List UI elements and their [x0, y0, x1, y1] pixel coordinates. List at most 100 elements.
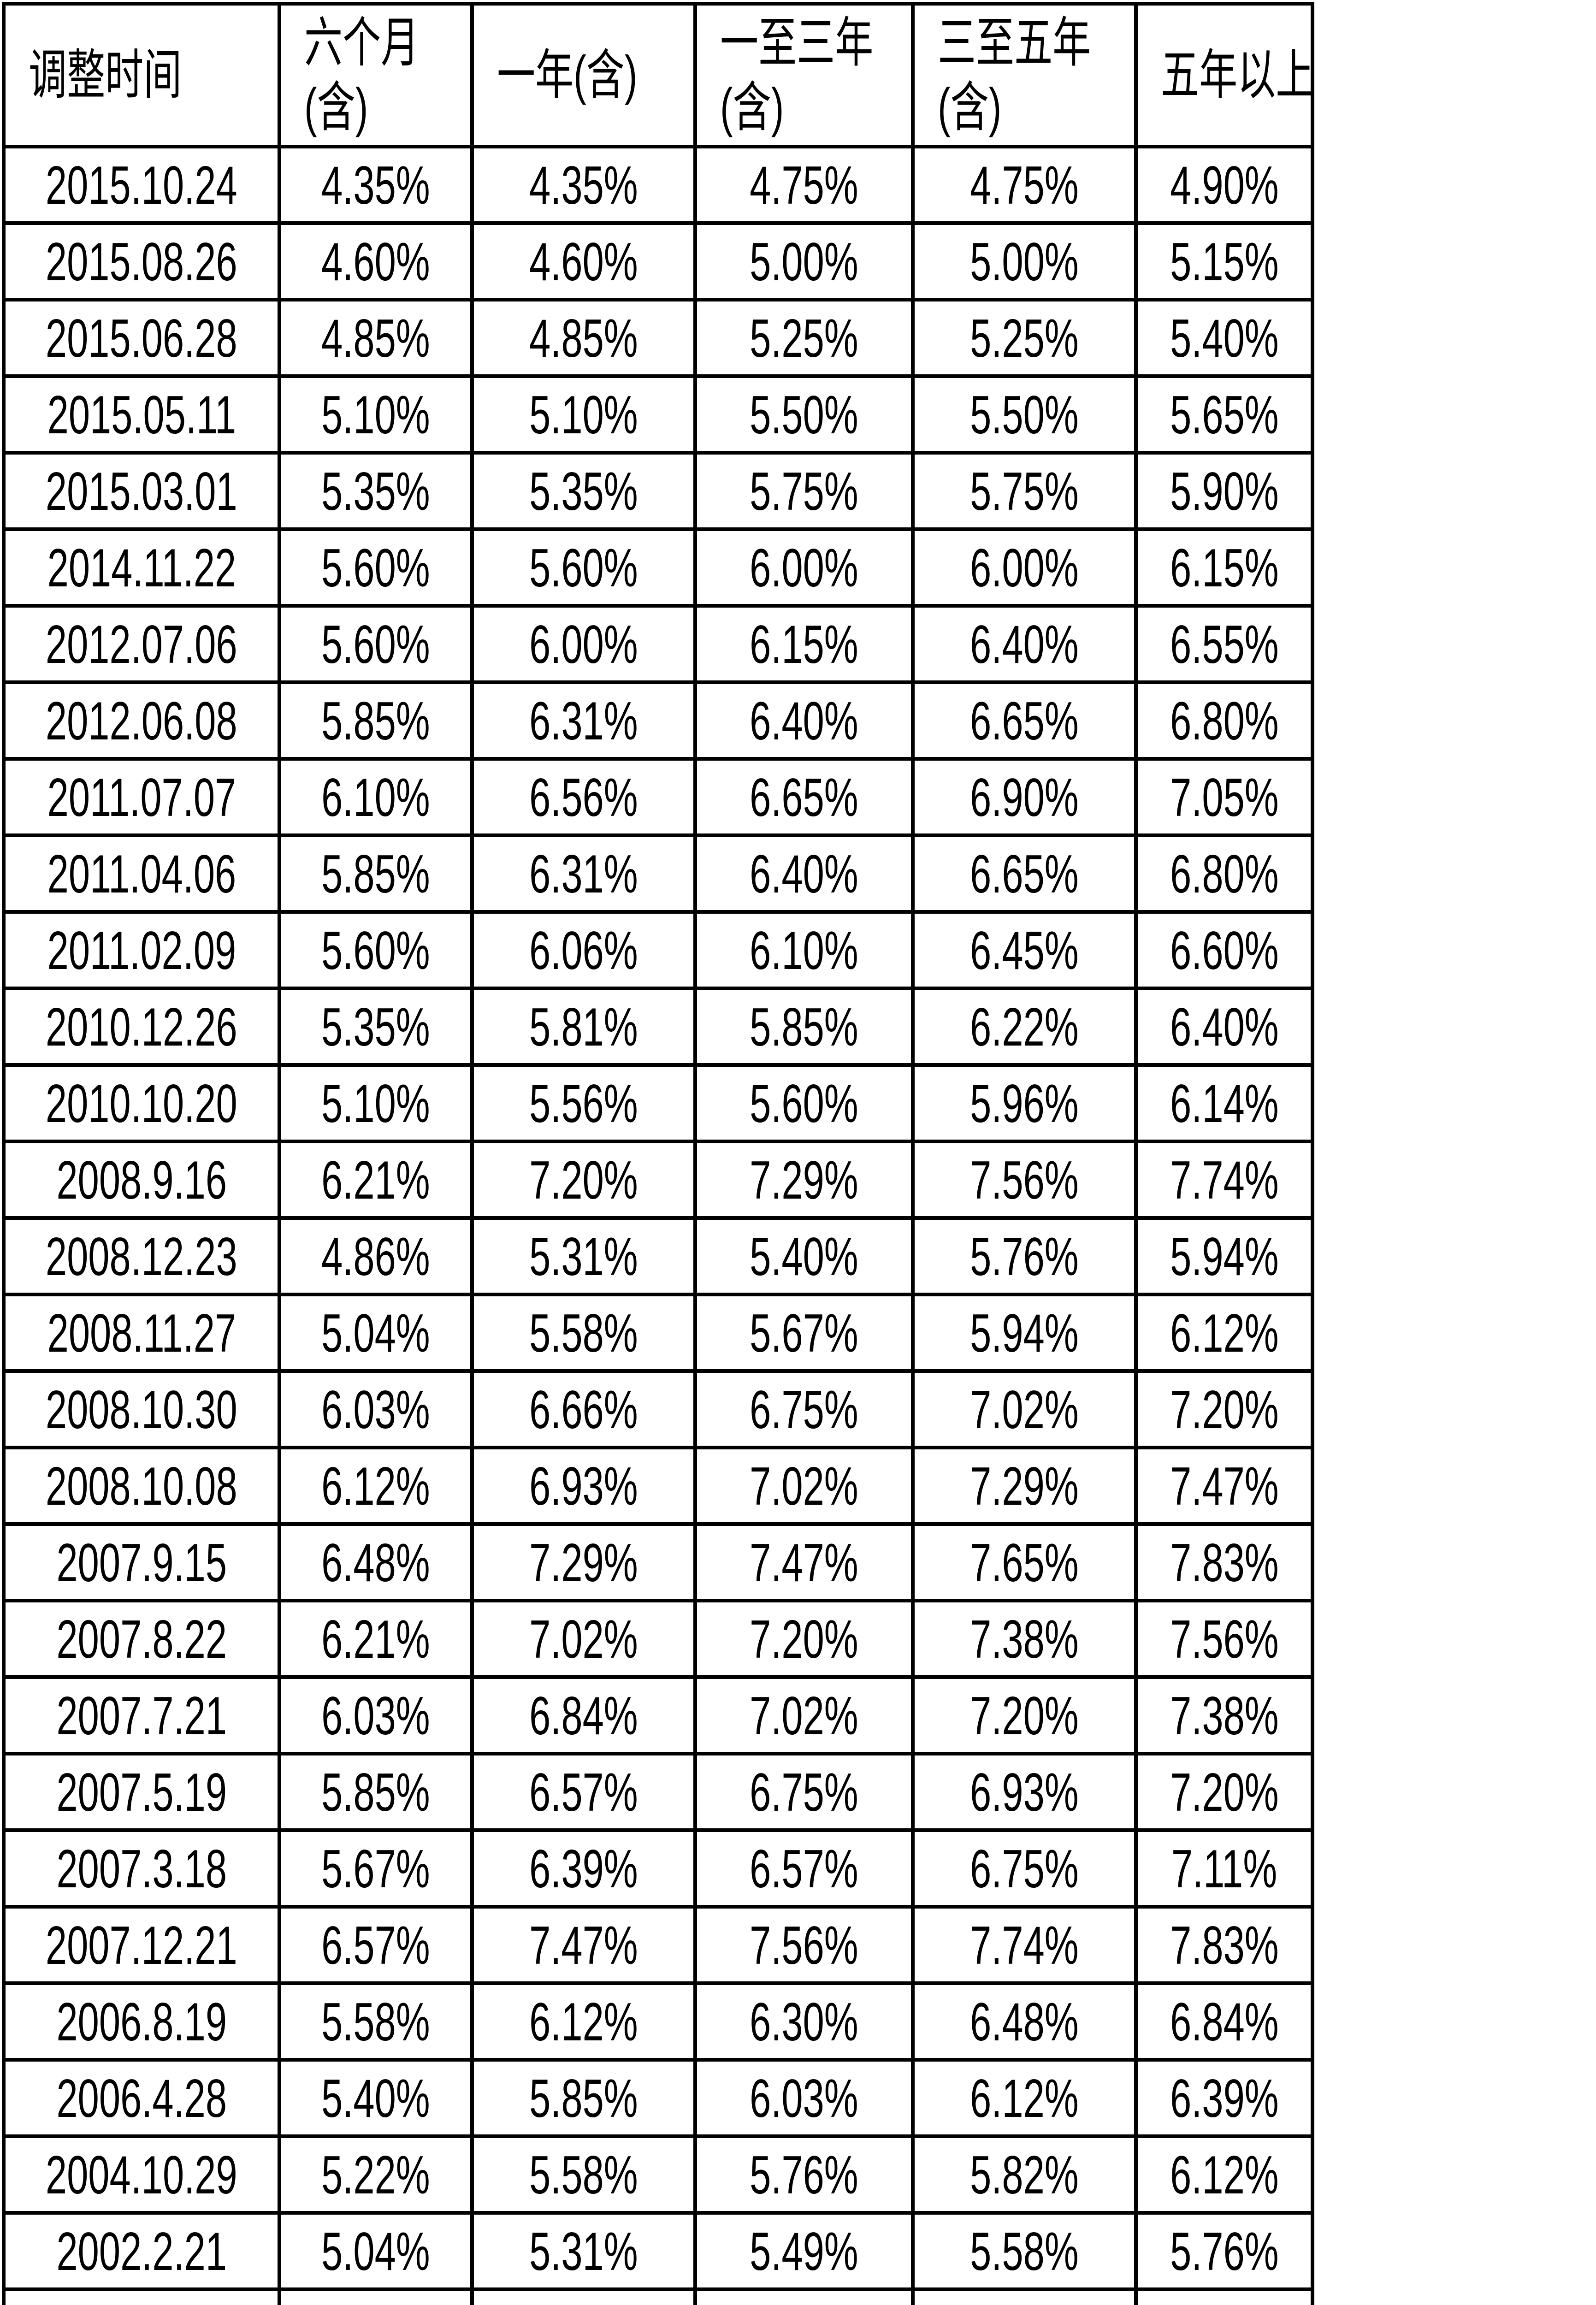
rate-text: 6.65%: [970, 843, 1079, 904]
rate-text: 7.29%: [970, 1455, 1079, 1516]
rate-cell: 6.10%: [278, 757, 474, 837]
rate-text: 6.65%: [750, 767, 858, 827]
rate-cell: 6.55%: [1134, 604, 1314, 684]
rate-text: 4.35%: [529, 154, 638, 215]
rate-cell: 5.58%: [470, 2134, 697, 2215]
rate-text: 5.56%: [529, 1073, 638, 1134]
loan-rate-table: 调整时间 六个月 (含) 一年(含) 一至三年: [2, 2, 1314, 2305]
rate-cell: 4.60%: [278, 221, 474, 301]
rate-cell: 7.29%: [911, 1446, 1138, 1526]
table-row: 2012.06.08 5.85% 6.31% 6.40% 6.65% 6.80%: [2, 680, 1314, 761]
table-row: 2008.12.23 4.86% 5.31% 5.40% 5.76% 5.94%: [2, 1216, 1314, 1296]
rate-cell: 6.65%: [911, 833, 1138, 914]
rate-cell: 6.39%: [1134, 2058, 1314, 2138]
adjust-date-text: 2007.12.21: [46, 1915, 237, 1975]
rate-cell: 7.74%: [1134, 1140, 1314, 1220]
rate-text: 4.86%: [321, 1226, 430, 1287]
adjust-date-text: 2008.9.16: [56, 1149, 227, 1210]
table-row: 2006.8.19 5.58% 6.12% 6.30% 6.48% 6.84%: [2, 1981, 1314, 2062]
rate-text: 7.38%: [970, 1608, 1079, 1669]
rate-cell: 7.83%: [1134, 1522, 1314, 1602]
table-row: 2010.12.26 5.35% 5.81% 5.85% 6.22% 6.40%: [2, 987, 1314, 1067]
rate-text: 6.12%: [1170, 2144, 1279, 2205]
rate-text: 5.58%: [321, 2300, 430, 2305]
rate-cell: 5.76%: [693, 2134, 915, 2215]
rate-text: 4.60%: [321, 231, 430, 292]
rate-cell: 6.60%: [1134, 910, 1314, 990]
rate-cell: 5.35%: [278, 451, 474, 531]
adjust-date-cell: 2011.04.06: [2, 833, 281, 914]
table-row: 2007.9.15 6.48% 7.29% 7.47% 7.65% 7.83%: [2, 1522, 1314, 1602]
rate-text: 7.47%: [750, 1532, 858, 1593]
rate-text: 4.90%: [1170, 154, 1279, 215]
col-header-one-to-three-years: 一至三年 (含): [693, 2, 915, 148]
rate-text: 5.00%: [750, 231, 858, 292]
adjust-date-cell: 2006.8.19: [2, 1981, 281, 2062]
rate-text: 6.00%: [970, 537, 1079, 598]
table-row: 2008.10.30 6.03% 6.66% 6.75% 7.02% 7.20%: [2, 1369, 1314, 1449]
rate-cell: 7.05%: [1134, 757, 1314, 837]
rate-text: 6.30%: [750, 1991, 858, 2052]
rate-text: 7.20%: [750, 1608, 858, 1669]
rate-text: 5.50%: [970, 384, 1079, 445]
rate-text: 6.48%: [321, 1532, 430, 1593]
rate-cell: 5.76%: [911, 1216, 1138, 1296]
rate-cell: 4.35%: [470, 145, 697, 225]
rate-text: 6.80%: [1170, 843, 1279, 904]
rate-text: 6.31%: [529, 690, 638, 751]
rate-cell: 6.90%: [911, 757, 1138, 837]
rate-text: 6.03%: [970, 2300, 1079, 2305]
adjust-date-cell: 2007.5.19: [2, 1752, 281, 1832]
rate-text: 5.81%: [529, 996, 638, 1057]
rate-cell: 6.12%: [278, 1446, 474, 1526]
table-row: 2008.10.08 6.12% 6.93% 7.02% 7.29% 7.47%: [2, 1446, 1314, 1526]
rate-text: 5.60%: [750, 1073, 858, 1134]
rate-cell: 6.12%: [1134, 2134, 1314, 2215]
rate-cell: 6.22%: [911, 987, 1138, 1067]
rate-text: 6.60%: [1170, 920, 1279, 981]
rate-cell: 5.00%: [911, 221, 1138, 301]
rate-text: 6.90%: [970, 767, 1079, 827]
rate-text: 5.67%: [750, 1302, 858, 1363]
rate-cell: 5.85%: [693, 987, 915, 1067]
adjust-date-text: 2006.8.19: [56, 1991, 227, 2052]
rate-text: 6.31%: [529, 843, 638, 904]
adjust-date-text: 2015.05.11: [47, 384, 236, 445]
adjust-date-text: 2015.10.24: [46, 154, 237, 215]
rate-text: 5.31%: [529, 1226, 638, 1287]
rate-cell: 7.47%: [1134, 1446, 1314, 1526]
rate-text: 7.74%: [970, 1915, 1079, 1975]
rate-cell: 7.02%: [911, 1369, 1138, 1449]
rate-cell: 6.12%: [1134, 1293, 1314, 1373]
adjust-date-text: 2010.10.20: [46, 1073, 237, 1134]
rate-cell: 6.75%: [693, 1752, 915, 1832]
rate-cell: 5.25%: [693, 298, 915, 378]
rate-text: 6.84%: [1170, 1991, 1279, 2052]
adjust-date-cell: 2012.06.08: [2, 680, 281, 761]
rate-cell: 4.86%: [278, 1216, 474, 1296]
rate-text: 5.65%: [1170, 384, 1279, 445]
rate-text: 6.12%: [1170, 1302, 1279, 1363]
rate-cell: 6.56%: [470, 757, 697, 837]
rate-cell: 5.60%: [278, 910, 474, 990]
rate-text: 5.67%: [321, 1838, 430, 1899]
rate-text: 5.10%: [321, 1073, 430, 1134]
rate-cell: 6.12%: [911, 2058, 1138, 2138]
rate-text: 5.49%: [750, 2221, 858, 2281]
col-header-one-year-label: 一年(含): [497, 45, 638, 105]
col-header-three-to-five-years: 三至五年 (含): [911, 2, 1138, 148]
rate-text: 6.40%: [750, 690, 858, 751]
rate-text: 5.40%: [1170, 307, 1279, 368]
rate-cell: 5.85%: [470, 2287, 697, 2305]
rate-cell: 6.14%: [1134, 1063, 1314, 1143]
rate-text: 5.85%: [321, 1761, 430, 1822]
rate-text: 6.80%: [1170, 690, 1279, 751]
rate-cell: 6.57%: [278, 1905, 474, 1985]
rate-cell: 6.00%: [470, 604, 697, 684]
adjust-date-text: 2008.12.23: [46, 1226, 237, 1287]
adjust-date-cell: 2015.03.01: [2, 451, 281, 531]
rate-text: 5.35%: [321, 996, 430, 1057]
col-header-adjust-time-label: 调整时间: [29, 45, 182, 105]
rate-cell: 5.75%: [693, 451, 915, 531]
rate-cell: 5.58%: [470, 1293, 697, 1373]
